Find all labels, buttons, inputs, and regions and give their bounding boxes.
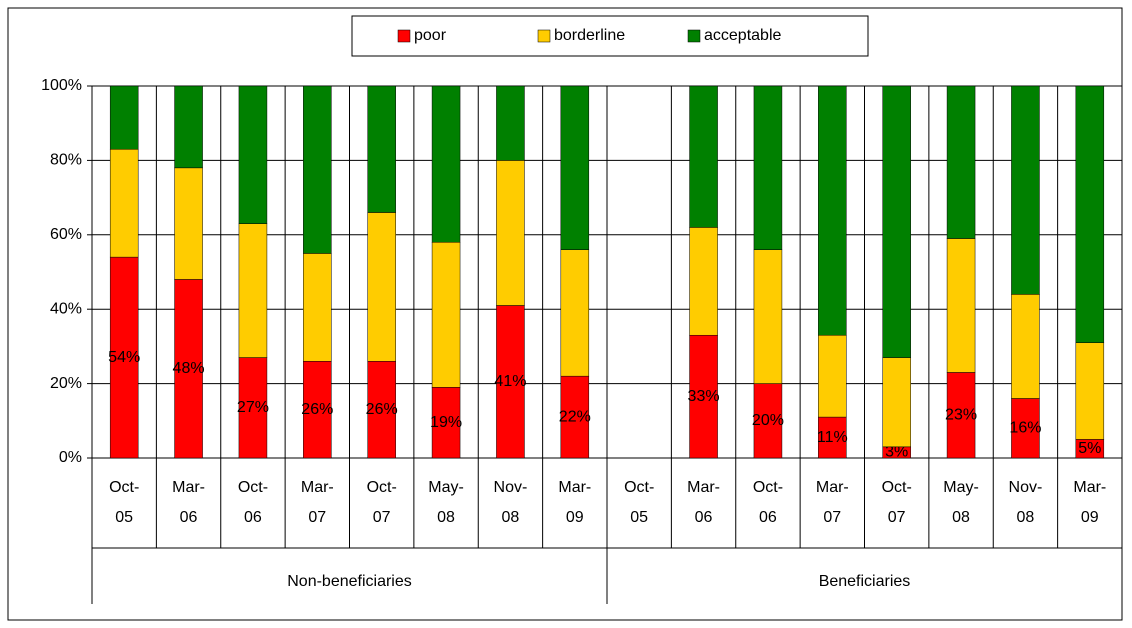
bar-segment	[946, 238, 976, 373]
bar-segment	[174, 167, 203, 280]
data-label: 48%	[173, 360, 205, 377]
bar-segment	[1011, 294, 1040, 399]
bar-segment	[560, 85, 590, 250]
legend-box	[351, 15, 869, 57]
y-tick-label: 60%	[50, 226, 82, 243]
bar-segment	[818, 416, 847, 459]
data-label: 27%	[237, 399, 269, 416]
x-tick-label: May-08	[428, 479, 464, 526]
data-label: 54%	[108, 349, 140, 366]
bar-segment	[174, 279, 203, 459]
data-label: 26%	[301, 401, 333, 418]
bar-segment	[882, 357, 911, 448]
data-label: 41%	[494, 373, 526, 390]
x-tick-label: Mar-07	[300, 479, 334, 526]
bar-segment	[496, 305, 525, 459]
data-label: 5%	[1078, 440, 1101, 457]
x-tick-label: Nov-08	[493, 479, 528, 526]
bar-segment	[689, 227, 718, 336]
bar-segment	[753, 249, 783, 384]
bar-segment	[303, 85, 332, 254]
data-label: 23%	[945, 406, 977, 423]
data-label: 26%	[366, 401, 398, 418]
bar-segment	[689, 334, 718, 459]
legend-swatch	[687, 29, 701, 43]
data-label: 20%	[752, 412, 784, 429]
data-label: 3%	[885, 444, 908, 461]
bar-segment	[946, 372, 976, 459]
bar-segment	[560, 375, 590, 459]
bar-segment	[431, 85, 461, 243]
bar-segment	[753, 383, 783, 459]
bar-segment	[238, 85, 268, 224]
bar-segment	[303, 361, 332, 459]
bar-segment	[818, 85, 847, 336]
bar-segment	[109, 256, 139, 459]
bar-segment	[431, 387, 461, 459]
x-tick-label: Nov-08	[1008, 479, 1043, 526]
y-tick-label: 20%	[50, 375, 82, 392]
y-tick-label: 40%	[50, 300, 82, 317]
bar-segment	[238, 223, 268, 358]
bar-segment	[496, 85, 525, 161]
x-tick-label: Oct-05	[109, 479, 140, 526]
bar-segment	[367, 361, 396, 459]
bar-segment	[882, 85, 911, 358]
y-tick-label: 80%	[50, 152, 82, 169]
bar-segment	[109, 85, 139, 150]
bar-segment	[367, 85, 396, 213]
legend-swatch	[537, 29, 551, 43]
bar-segment	[753, 85, 783, 250]
group-label: Non-beneficiaries	[287, 573, 412, 590]
y-tick-label: 100%	[41, 77, 82, 94]
x-tick-label: Mar-09	[1073, 479, 1107, 526]
x-tick-label: Oct-07	[366, 479, 397, 526]
x-tick-label: Oct-07	[881, 479, 912, 526]
bar-segment	[431, 241, 461, 388]
bar-segment	[560, 249, 590, 377]
group-label: Beneficiaries	[819, 573, 911, 590]
bar-segment	[818, 334, 847, 418]
data-label: 19%	[430, 414, 462, 431]
bar-segment	[174, 85, 203, 169]
bar-segment	[1075, 85, 1105, 343]
y-tick-label: 0%	[59, 449, 82, 466]
bar-segment	[109, 148, 139, 258]
legend-label: acceptable	[704, 27, 781, 44]
data-label: 33%	[688, 388, 720, 405]
bar-segment	[496, 160, 525, 306]
bar-segment	[367, 212, 396, 362]
bar-segment	[946, 85, 976, 239]
bar-segment	[1011, 85, 1040, 295]
x-tick-label: Mar-06	[172, 479, 205, 526]
x-tick-label: Mar-06	[687, 479, 720, 526]
data-label: 22%	[559, 408, 591, 425]
data-label: 11%	[817, 429, 848, 446]
bar-segment	[1075, 342, 1105, 440]
x-tick-label: Mar-07	[815, 479, 849, 526]
legend-swatch	[397, 29, 411, 43]
x-tick-label: Oct-05	[624, 479, 655, 526]
data-label: 16%	[1009, 419, 1041, 436]
legend-label: borderline	[554, 27, 625, 44]
x-tick-label: May-08	[943, 479, 979, 526]
x-tick-label: Oct-06	[237, 479, 269, 526]
bar-segment	[689, 85, 718, 228]
legend-label: poor	[414, 27, 447, 44]
x-tick-label: Oct-06	[752, 479, 784, 526]
bar-segment	[303, 253, 332, 362]
x-tick-label: Mar-09	[558, 479, 592, 526]
